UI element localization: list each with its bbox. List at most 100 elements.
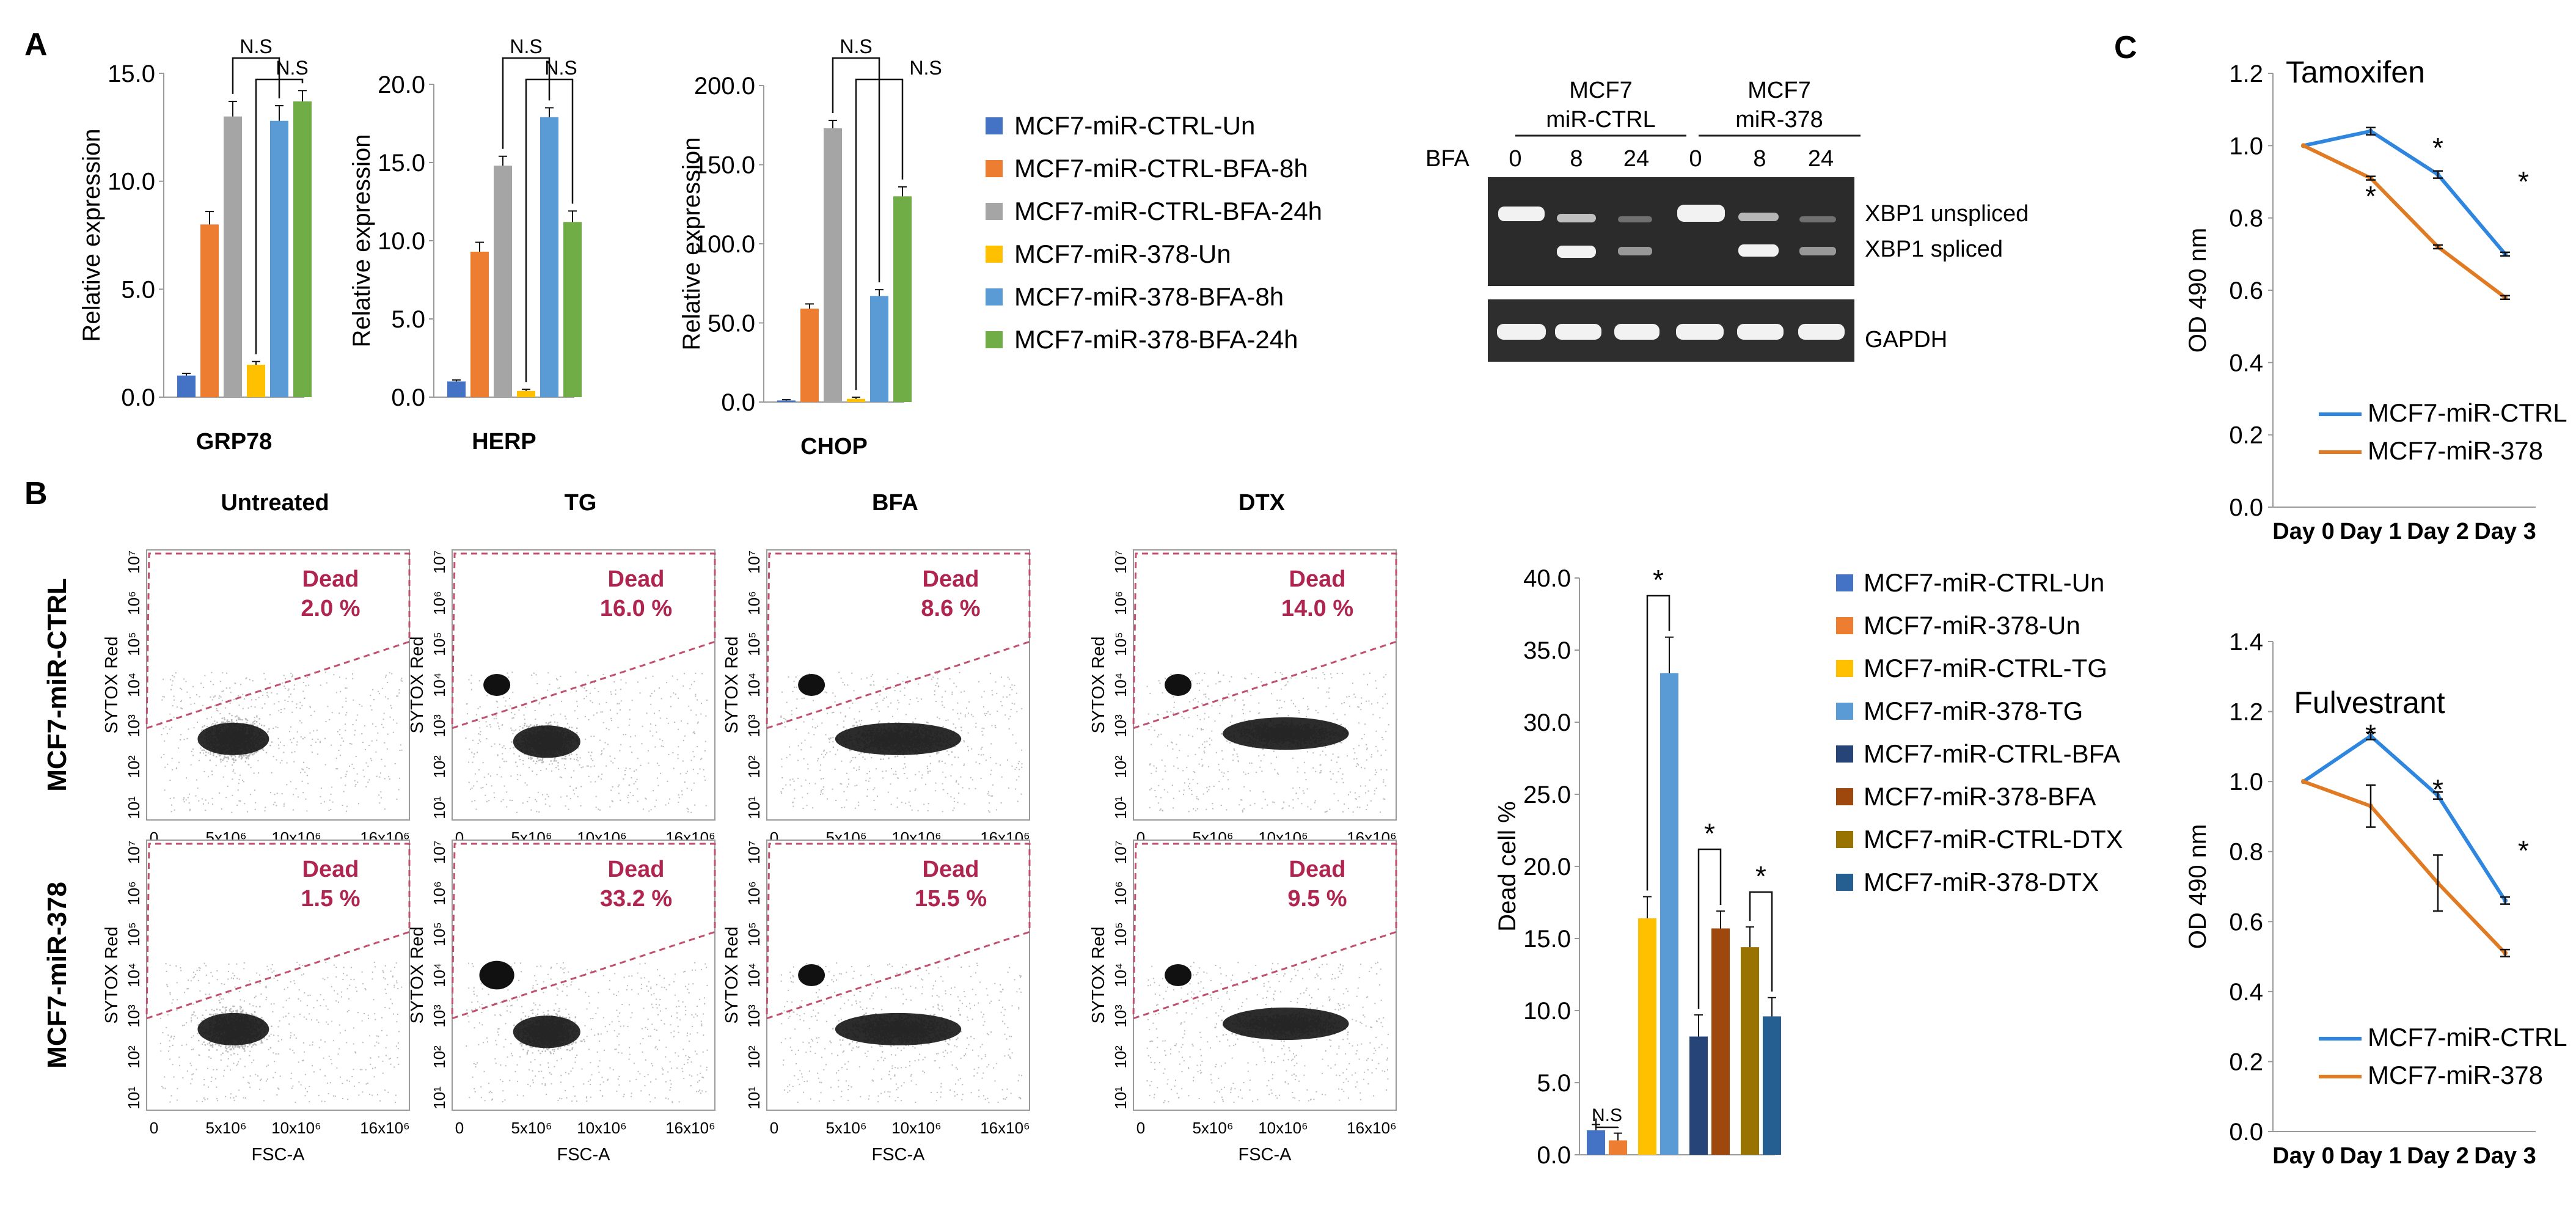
flow-y-tick: 10³ — [1111, 714, 1130, 737]
flow-y-label: SYTOX Red — [102, 926, 122, 1023]
significance-label: N.S — [240, 35, 272, 57]
y-tick-label: 50.0 — [708, 310, 755, 337]
flow-y-tick: 10⁷ — [125, 841, 143, 864]
flow-plot: Dead 15.5 % 0 5x10⁶ 10x10⁶ 16x10⁶ FSC-A 10¹ 10² 1… — [722, 840, 1031, 1165]
legend-label: MCF7-miR-378-DTX — [1864, 868, 2099, 896]
significance-bracket — [1595, 1118, 1619, 1129]
flow-y-tick: 10¹ — [430, 796, 448, 819]
flow-y-tick: 10³ — [125, 714, 143, 737]
significance-label: N.S — [510, 35, 542, 57]
bar — [270, 120, 288, 397]
y-axis-label: Relative expression — [678, 137, 705, 350]
y-tick-label: 0.6 — [2229, 277, 2263, 304]
gel-lane-label: 8 — [1753, 146, 1766, 172]
dead-gate-label: Dead — [608, 857, 665, 882]
y-tick-label: 10.0 — [378, 228, 425, 255]
significance-label: * — [2365, 719, 2376, 750]
series-line — [2302, 733, 2507, 902]
gel-band — [1738, 213, 1779, 221]
significance-bracket — [1749, 891, 1773, 992]
flow-column-header: Untreated — [221, 490, 329, 516]
flow-x-label: FSC-A — [252, 1145, 306, 1165]
gel-band — [1799, 216, 1836, 222]
flow-x-tick: 0 — [455, 1119, 464, 1137]
y-tick-label: 0.0 — [2229, 1119, 2263, 1146]
y-tick-label: 10.0 — [1523, 998, 1571, 1025]
bar — [447, 381, 466, 397]
y-tick-label: 0.2 — [2229, 1048, 2263, 1075]
flow-y-tick: 10¹ — [430, 1086, 448, 1110]
flow-y-label: SYTOX Red — [408, 636, 427, 733]
dead-percent: 8.6 % — [921, 596, 980, 621]
chart-title: GRP78 — [196, 429, 273, 455]
flow-x-label: FSC-A — [1239, 1145, 1292, 1165]
flow-x-tick: 16x10⁶ — [360, 1119, 410, 1137]
legend-label: MCF7-miR-378 — [2368, 436, 2543, 465]
significance-label: * — [2518, 166, 2529, 197]
x-tick-label: Day 1 — [2340, 1143, 2401, 1169]
bar — [800, 309, 819, 402]
flow-population-live — [1223, 1008, 1349, 1041]
flow-events — [160, 671, 403, 813]
dead-gate — [766, 843, 1031, 1020]
bar — [517, 390, 535, 397]
bar — [563, 222, 582, 397]
dead-gate — [451, 843, 716, 1020]
herp-chart: 0.0 5.0 10.0 15.0 20.0 Relative expression HER… — [348, 35, 582, 455]
data-point — [2301, 779, 2306, 785]
y-tick-label: 0.0 — [1537, 1142, 1571, 1169]
dead-percent: 1.5 % — [301, 886, 360, 912]
significance-bracket — [255, 78, 304, 354]
significance-label: N.S — [276, 57, 308, 79]
data-point — [2301, 143, 2306, 148]
gel-band — [1738, 244, 1779, 257]
bar — [1689, 1036, 1708, 1155]
flow-population-dead — [1165, 674, 1192, 696]
significance-label: * — [2518, 835, 2529, 866]
flow-x-tick: 10x10⁶ — [1258, 1119, 1308, 1137]
flow-x-tick: 5x10⁶ — [825, 1119, 866, 1137]
y-tick-label: 1.4 — [2229, 629, 2263, 656]
panel-label-c: C — [2114, 30, 2137, 65]
flow-x-tick: 10x10⁶ — [577, 1119, 627, 1137]
y-tick-label: 0.6 — [2229, 909, 2263, 935]
legend-a: MCF7-miR-CTRL-Un MCF7-miR-CTRL-BFA-8h MCF7… — [986, 111, 1322, 354]
gel-band — [1555, 324, 1601, 340]
bar — [870, 296, 888, 402]
flow-y-tick: 10⁴ — [1111, 673, 1130, 697]
significance-label: N.S — [1592, 1105, 1622, 1125]
y-tick-label: 1.2 — [2229, 60, 2263, 87]
flow-y-tick: 10³ — [745, 1004, 763, 1028]
bar — [777, 400, 796, 402]
gel-lane-label: 24 — [1808, 146, 1834, 172]
bar — [1587, 1130, 1605, 1155]
flow-y-tick: 10⁵ — [125, 922, 143, 946]
dead-cell-chart: 0.0 5.0 10.0 15.0 20.0 25.0 30.0 35.0 40.0 Dead c… — [1494, 564, 1781, 1169]
bar — [1763, 1016, 1781, 1155]
flow-x-label: FSC-A — [557, 1145, 611, 1165]
gel-group1-line1: MCF7 — [1569, 78, 1632, 103]
legend-label: MCF7-miR-378-BFA-24h — [1014, 325, 1298, 354]
flow-y-tick: 10⁷ — [745, 841, 763, 864]
panel-label-a: A — [24, 27, 48, 62]
tamoxifen-chart: 0.0 0.2 0.4 0.6 0.8 1.0 1.2 Day 0 Day 1 Day 2 Day … — [2184, 55, 2567, 544]
legend-swatch — [1836, 831, 1853, 848]
flow-plot: Dead 33.2 % 0 5x10⁶ 10x10⁶ 16x10⁶ FSC-A 10¹ 10² 1… — [408, 840, 716, 1165]
flow-y-tick: 10¹ — [1111, 1086, 1130, 1110]
significance-bracket — [1646, 595, 1670, 891]
flow-population-dead — [479, 960, 514, 990]
flow-population-live — [513, 1015, 580, 1048]
gel-band-label-unspliced: XBP1 unspliced — [1865, 201, 2029, 227]
legend-label: MCF7-miR-CTRL-BFA — [1864, 739, 2120, 768]
legend-label: MCF7-miR-CTRL-BFA-8h — [1014, 154, 1308, 183]
flow-cytometry-grid: Untreated TG BFA DTX MCF7-miR-CTRL MCF7-miR-3… — [42, 490, 1397, 1165]
bar — [1638, 918, 1656, 1155]
flow-x-tick: 10x10⁶ — [271, 1119, 321, 1137]
flow-y-tick: 10¹ — [125, 1086, 143, 1110]
gel-band — [1677, 205, 1725, 222]
y-tick-label: 15.0 — [378, 150, 425, 177]
